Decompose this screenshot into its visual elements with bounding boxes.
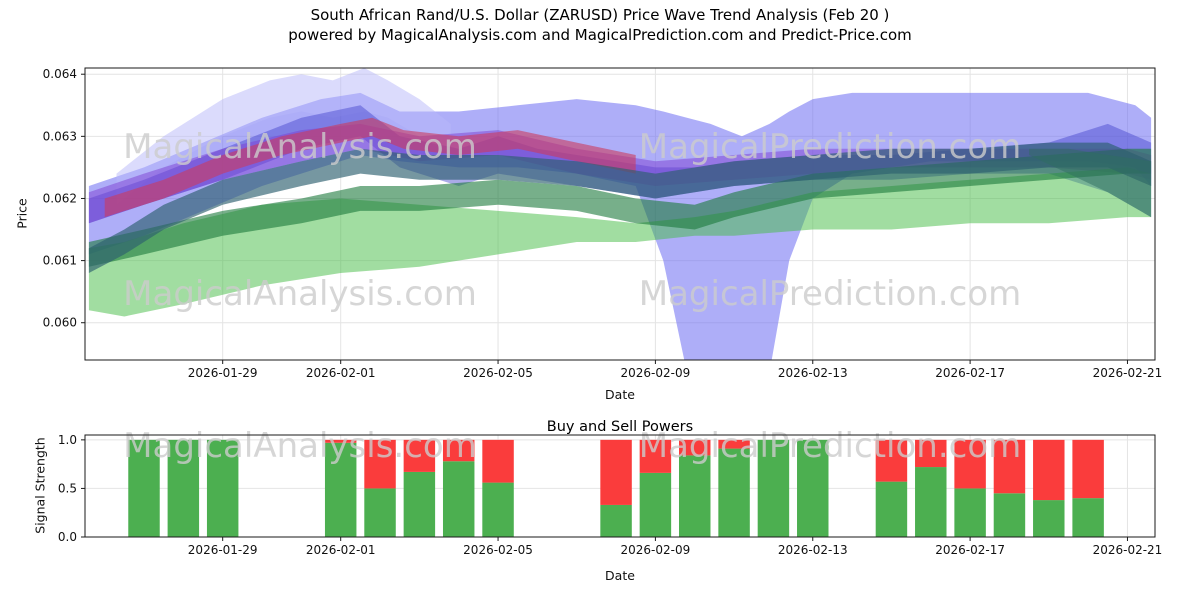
sell-bar bbox=[718, 439, 750, 449]
y-tick-label: 1.0 bbox=[58, 433, 77, 447]
sell-bar bbox=[600, 439, 632, 505]
y-tick-label: 0.064 bbox=[43, 67, 77, 81]
buy-bar bbox=[718, 448, 750, 537]
x-tick-label: 2026-02-05 bbox=[463, 366, 533, 380]
buy-bar bbox=[679, 455, 711, 537]
price-xaxis-label: Date bbox=[605, 387, 635, 402]
buy-bar bbox=[1033, 500, 1065, 537]
buy-bar bbox=[954, 488, 986, 537]
x-tick-label: 2026-02-17 bbox=[935, 543, 1005, 557]
sell-bar bbox=[442, 439, 475, 462]
watermark-analysis: MagicalAnalysis.com bbox=[123, 274, 477, 314]
wave-band-crimson-line bbox=[104, 117, 636, 218]
x-tick-label: 2026-02-01 bbox=[306, 366, 376, 380]
wave-band-teal-right-fan bbox=[1029, 148, 1152, 218]
buy-bar bbox=[600, 504, 632, 537]
x-tick-label: 2026-01-29 bbox=[188, 543, 258, 557]
x-tick-label: 2026-02-21 bbox=[1093, 543, 1163, 557]
sell-bar bbox=[993, 439, 1026, 494]
x-tick-label: 2026-02-13 bbox=[778, 366, 848, 380]
sell-bar bbox=[1072, 439, 1104, 499]
signal-yaxis-label: Signal Strength bbox=[32, 437, 48, 534]
wave-band-lavender-peak bbox=[116, 68, 451, 205]
figure-title-line2: powered by MagicalAnalysis.com and Magic… bbox=[288, 26, 912, 44]
buy-bar bbox=[993, 493, 1026, 537]
y-tick-label: 0.5 bbox=[58, 481, 77, 495]
buy-bar bbox=[875, 481, 908, 537]
sell-bar bbox=[1033, 439, 1065, 501]
y-tick-label: 0.062 bbox=[43, 191, 77, 205]
buy-bar bbox=[167, 439, 200, 537]
sell-bar bbox=[639, 439, 672, 473]
watermark-analysis: MagicalAnalysis.com bbox=[123, 127, 477, 167]
x-tick-label: 2026-02-09 bbox=[621, 366, 691, 380]
wave-band-green-core bbox=[88, 148, 1152, 267]
x-tick-label: 2026-02-05 bbox=[463, 543, 533, 557]
buy-bar bbox=[797, 439, 829, 537]
buy-bar bbox=[915, 467, 947, 537]
buy-bar bbox=[482, 482, 514, 537]
figure-title-line1: South African Rand/U.S. Dollar (ZARUSD) … bbox=[310, 6, 890, 24]
watermark-prediction: MagicalPrediction.com bbox=[639, 274, 1022, 314]
y-tick-label: 0.0 bbox=[58, 530, 77, 544]
buy-bar bbox=[128, 439, 160, 537]
y-tick-label: 0.061 bbox=[43, 254, 77, 268]
sell-bar bbox=[915, 439, 947, 468]
sell-bar bbox=[482, 439, 514, 483]
watermark-prediction: MagicalPrediction.com bbox=[639, 426, 1022, 466]
sell-bar bbox=[954, 439, 986, 489]
buy-bar bbox=[639, 472, 672, 537]
price-yaxis-label: Price bbox=[14, 198, 30, 229]
buy-bar bbox=[1072, 498, 1104, 537]
sell-bar bbox=[875, 439, 908, 482]
plot-border bbox=[84, 67, 1156, 361]
signal-chart-title: Buy and Sell Powers bbox=[546, 419, 694, 435]
y-tick-label: 0.060 bbox=[43, 316, 77, 330]
buy-bar bbox=[403, 471, 436, 537]
buy-sell-bar-chart: MagicalAnalysis.com MagicalPrediction.com… bbox=[58, 426, 1163, 557]
buy-bar bbox=[757, 439, 790, 537]
x-tick-label: 2026-02-09 bbox=[621, 543, 691, 557]
x-tick-label: 2026-01-29 bbox=[188, 366, 258, 380]
signal-xaxis-label: Date bbox=[605, 568, 635, 583]
buy-bar bbox=[206, 439, 239, 537]
buy-bar bbox=[442, 461, 475, 537]
x-tick-label: 2026-02-13 bbox=[778, 543, 848, 557]
sell-bar bbox=[679, 439, 711, 456]
buy-bar bbox=[364, 488, 396, 537]
watermark-prediction: MagicalPrediction.com bbox=[639, 127, 1022, 167]
x-tick-label: 2026-02-17 bbox=[935, 366, 1005, 380]
sell-bar bbox=[324, 439, 357, 443]
x-tick-label: 2026-02-01 bbox=[306, 543, 376, 557]
watermark-analysis: MagicalAnalysis.com bbox=[123, 426, 477, 466]
x-tick-label: 2026-02-21 bbox=[1093, 366, 1163, 380]
sell-bar bbox=[364, 439, 396, 489]
price-wave-chart: MagicalAnalysis.com MagicalPrediction.com… bbox=[43, 67, 1163, 380]
plot-border bbox=[84, 434, 1156, 538]
sell-bar bbox=[403, 439, 436, 472]
y-tick-label: 0.063 bbox=[43, 129, 77, 143]
buy-bar bbox=[324, 442, 357, 537]
